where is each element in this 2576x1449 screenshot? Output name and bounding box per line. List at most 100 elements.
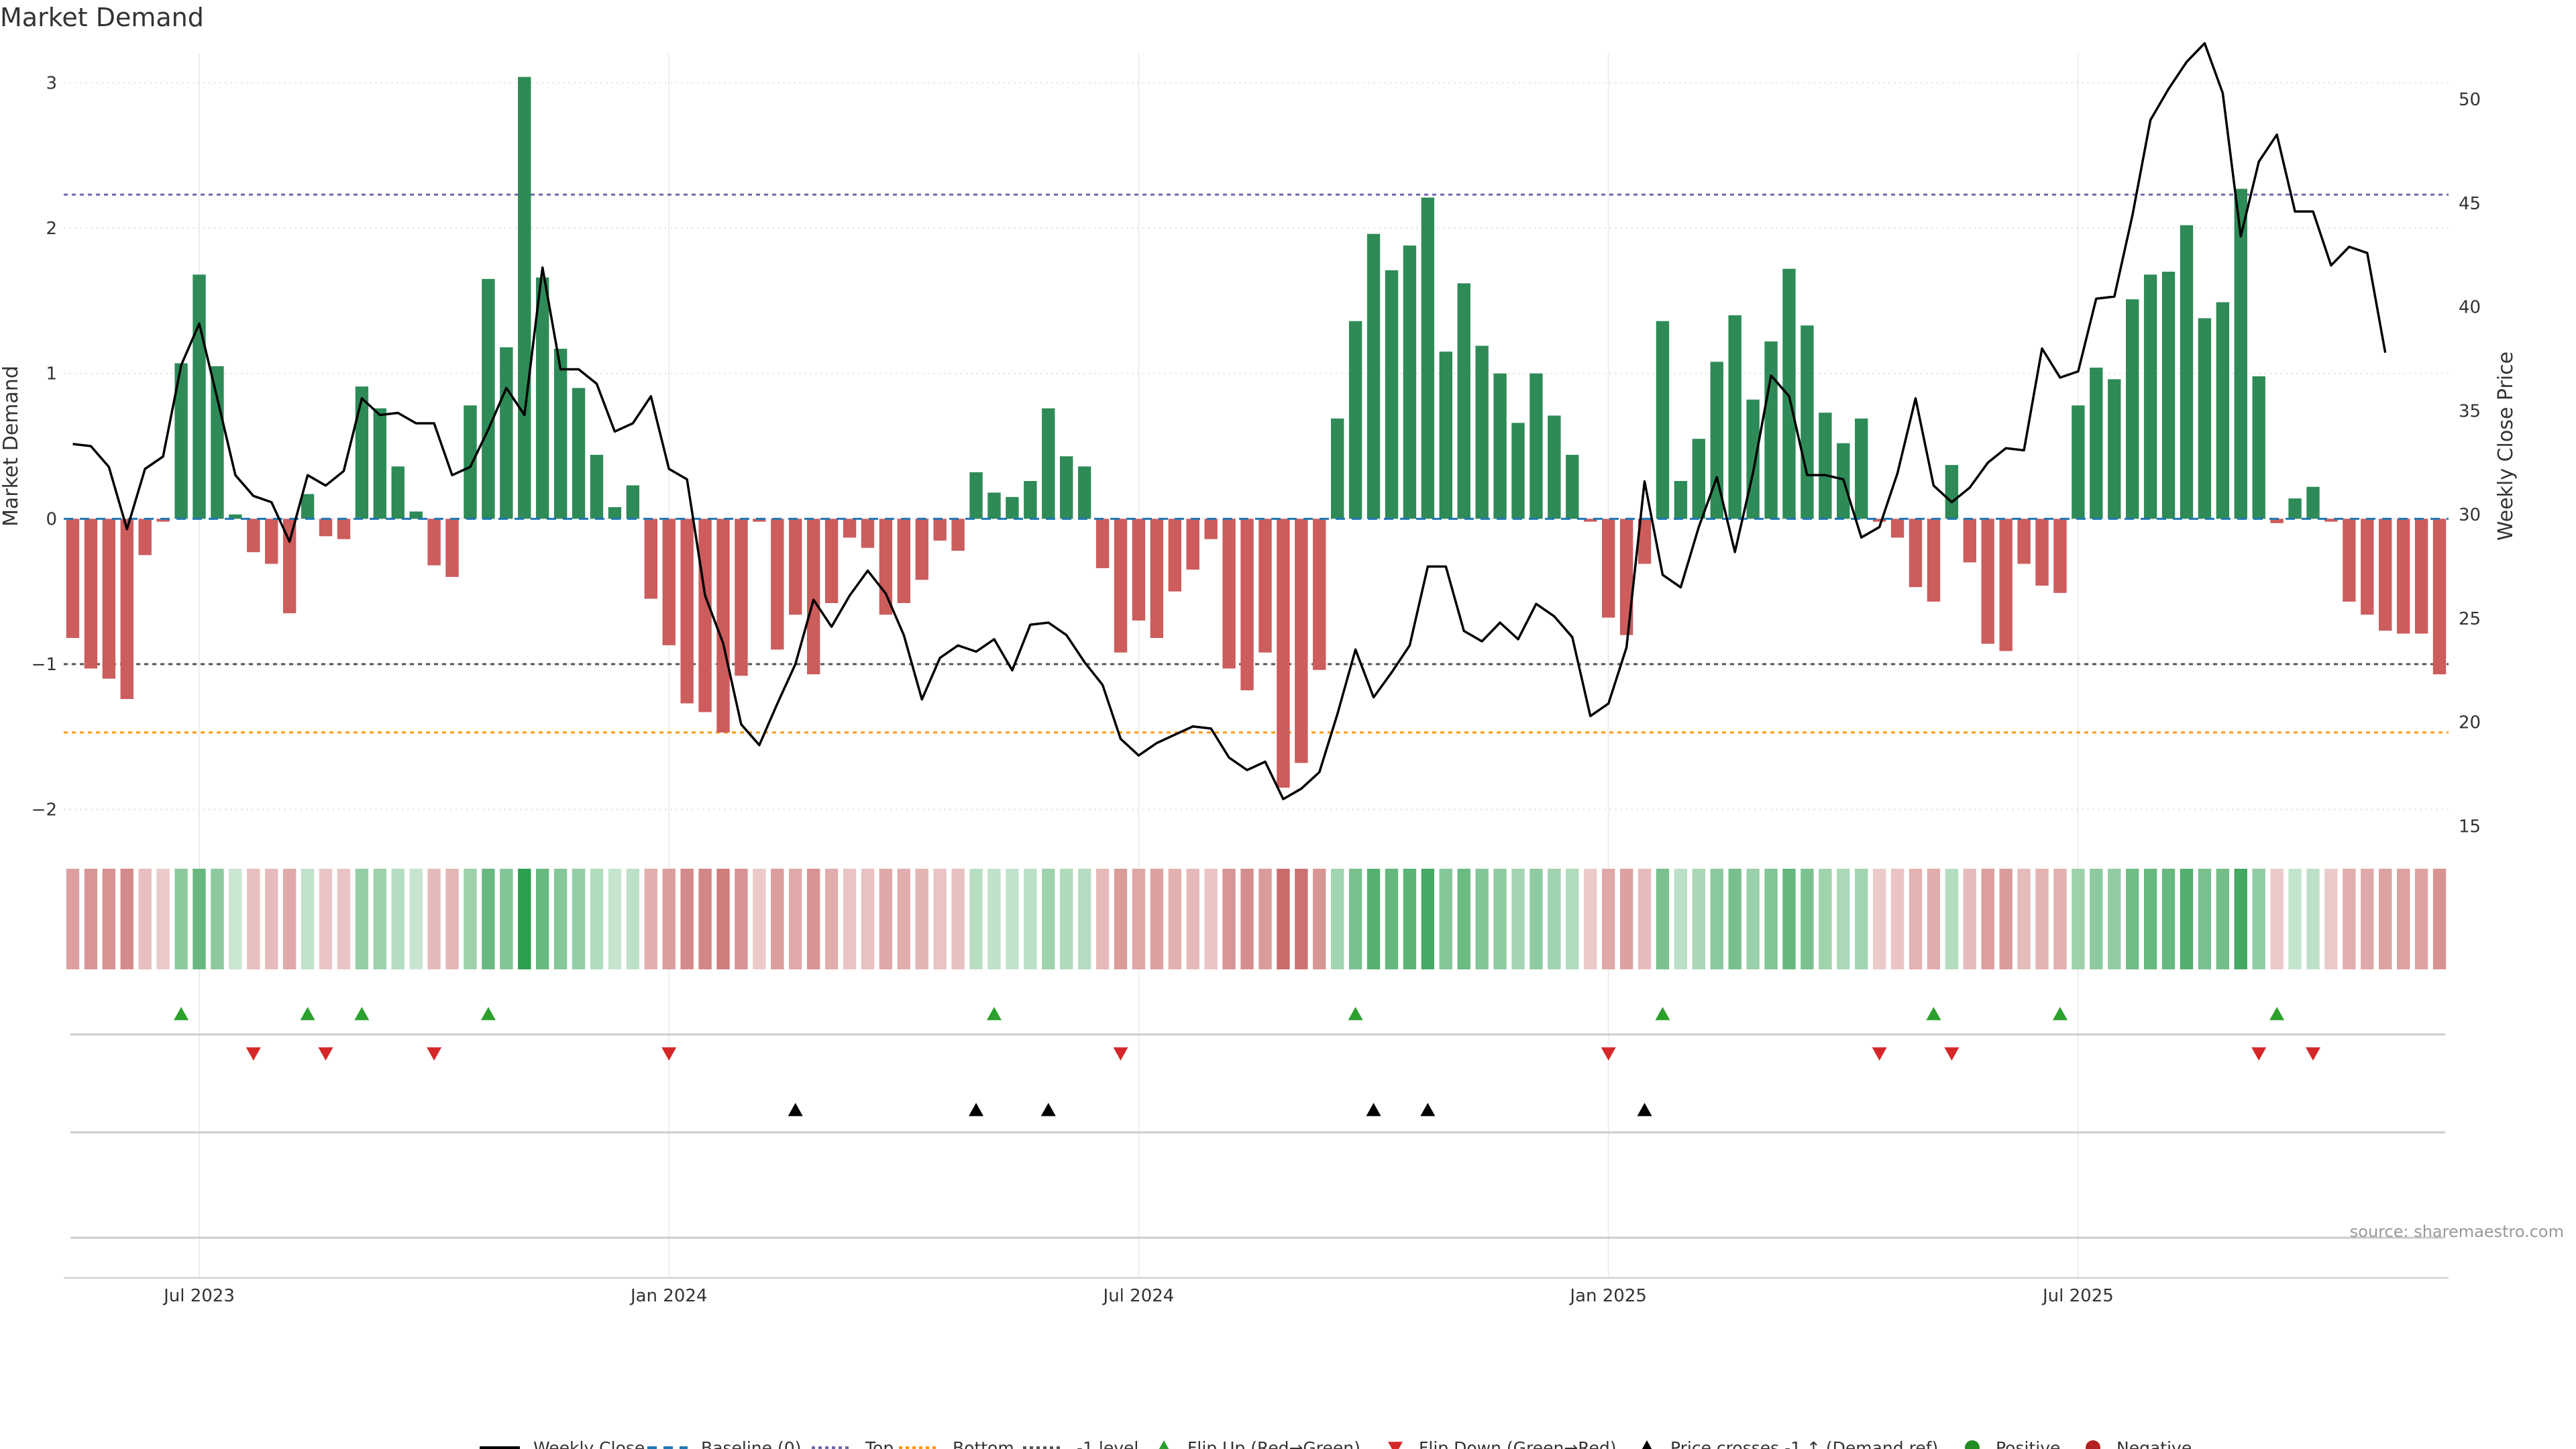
heat-cell bbox=[1060, 869, 1073, 969]
y2-tick-label: 40 bbox=[2459, 298, 2481, 318]
heat-cell bbox=[1819, 869, 1832, 969]
flip-up-marker bbox=[354, 1007, 370, 1020]
demand-bar bbox=[698, 519, 712, 712]
demand-bar bbox=[337, 519, 351, 539]
demand-bar bbox=[301, 494, 315, 519]
heat-cell bbox=[2053, 869, 2067, 969]
demand-bar bbox=[1782, 268, 1796, 519]
heat-cell bbox=[698, 869, 712, 969]
demand-bar bbox=[1728, 315, 1741, 519]
heat-cell bbox=[1566, 869, 1579, 969]
heat-cell bbox=[789, 869, 802, 969]
demand-bar bbox=[373, 408, 387, 519]
demand-bar bbox=[1006, 496, 1019, 519]
demand-bar bbox=[2324, 519, 2338, 522]
heat-cell bbox=[2270, 869, 2284, 969]
demand-bar bbox=[193, 274, 206, 519]
demand-bar bbox=[771, 519, 784, 650]
demand-bar bbox=[897, 519, 911, 603]
heat-cell bbox=[2288, 869, 2302, 969]
heat-cell bbox=[1186, 869, 1199, 969]
heat-cell bbox=[2161, 869, 2176, 969]
heat-cell bbox=[1909, 869, 1923, 969]
demand-bar bbox=[662, 519, 676, 645]
demand-bar bbox=[1421, 197, 1435, 519]
heat-cell bbox=[2414, 869, 2428, 969]
flip-up-marker bbox=[2269, 1007, 2285, 1020]
demand-bar bbox=[644, 519, 657, 599]
heat-cell bbox=[337, 869, 351, 969]
demand-bar bbox=[391, 466, 405, 519]
legend-label: Baseline (0) bbox=[701, 1438, 801, 1449]
x-tick-label: Jul 2024 bbox=[1102, 1286, 1175, 1306]
heat-cell bbox=[626, 869, 640, 969]
y2-tick-label: 20 bbox=[2459, 713, 2481, 733]
demand-bar bbox=[2252, 376, 2265, 519]
demand-bar bbox=[951, 519, 965, 551]
legend-label: Top bbox=[865, 1438, 894, 1449]
demand-bar bbox=[156, 519, 170, 522]
demand-bar bbox=[2414, 519, 2428, 634]
heat-cell bbox=[915, 869, 928, 969]
demand-bar bbox=[1042, 408, 1055, 519]
demand-bar bbox=[969, 472, 983, 519]
demand-bar bbox=[2161, 272, 2176, 519]
demand-bar bbox=[282, 519, 297, 614]
heat-cell bbox=[843, 869, 857, 969]
demand-bar bbox=[1638, 519, 1652, 564]
demand-bar bbox=[265, 519, 278, 564]
heat-cell bbox=[66, 869, 80, 969]
demand-bar bbox=[174, 363, 188, 519]
demand-bar bbox=[1114, 519, 1128, 653]
heat-cell bbox=[2324, 869, 2338, 969]
demand-bar bbox=[482, 278, 495, 519]
demand-bar bbox=[2396, 519, 2410, 634]
heat-cell bbox=[1945, 869, 1959, 969]
heat-cell bbox=[1348, 869, 1362, 969]
flip-up-marker bbox=[480, 1007, 496, 1020]
demand-bar bbox=[1674, 481, 1688, 519]
demand-bar bbox=[1060, 456, 1073, 519]
heat-cell bbox=[608, 869, 622, 969]
demand-bar bbox=[1095, 519, 1110, 568]
heat-cell bbox=[1493, 869, 1507, 969]
heat-cell bbox=[553, 869, 568, 969]
heat-cell bbox=[445, 869, 459, 969]
heat-cell bbox=[879, 869, 893, 969]
x-tick-label: Jan 2025 bbox=[1568, 1286, 1647, 1306]
demand-bar bbox=[535, 277, 549, 519]
flip-down-marker bbox=[246, 1047, 261, 1061]
heat-cell bbox=[680, 869, 694, 969]
heat-cell bbox=[1258, 869, 1272, 969]
heat-cell bbox=[1963, 869, 1977, 969]
demand-bar bbox=[1890, 519, 1904, 538]
legend-label: Weekly Close bbox=[533, 1438, 645, 1449]
x-tick-label: Jul 2023 bbox=[162, 1286, 235, 1306]
heat-cell bbox=[1385, 869, 1399, 969]
demand-bar bbox=[2216, 302, 2230, 519]
heat-cell bbox=[662, 869, 676, 969]
demand-bar bbox=[120, 519, 133, 699]
y-tick-label: −1 bbox=[32, 655, 57, 675]
demand-bar bbox=[138, 519, 152, 555]
demand-bar bbox=[102, 519, 116, 679]
heat-cell bbox=[1674, 869, 1688, 969]
heat-cell bbox=[861, 869, 875, 969]
heat-cell bbox=[2216, 869, 2230, 969]
heat-cell bbox=[644, 869, 657, 969]
heat-cell bbox=[373, 869, 387, 969]
legend-swatch-negative bbox=[2086, 1440, 2100, 1449]
demand-bar bbox=[626, 485, 640, 519]
demand-bar bbox=[1313, 519, 1326, 670]
heat-cell bbox=[84, 869, 98, 969]
legend-label: Bottom bbox=[953, 1438, 1014, 1449]
heat-cell bbox=[1638, 869, 1652, 969]
demand-bar bbox=[1801, 325, 1814, 519]
heat-cell bbox=[2306, 869, 2320, 969]
demand-bar bbox=[1584, 519, 1597, 522]
legend-label: Flip Up (Red→Green) bbox=[1187, 1438, 1360, 1449]
heat-cell bbox=[102, 869, 116, 969]
heat-cell bbox=[716, 869, 730, 969]
heat-cell bbox=[987, 869, 1001, 969]
demand-bar bbox=[2108, 379, 2121, 519]
